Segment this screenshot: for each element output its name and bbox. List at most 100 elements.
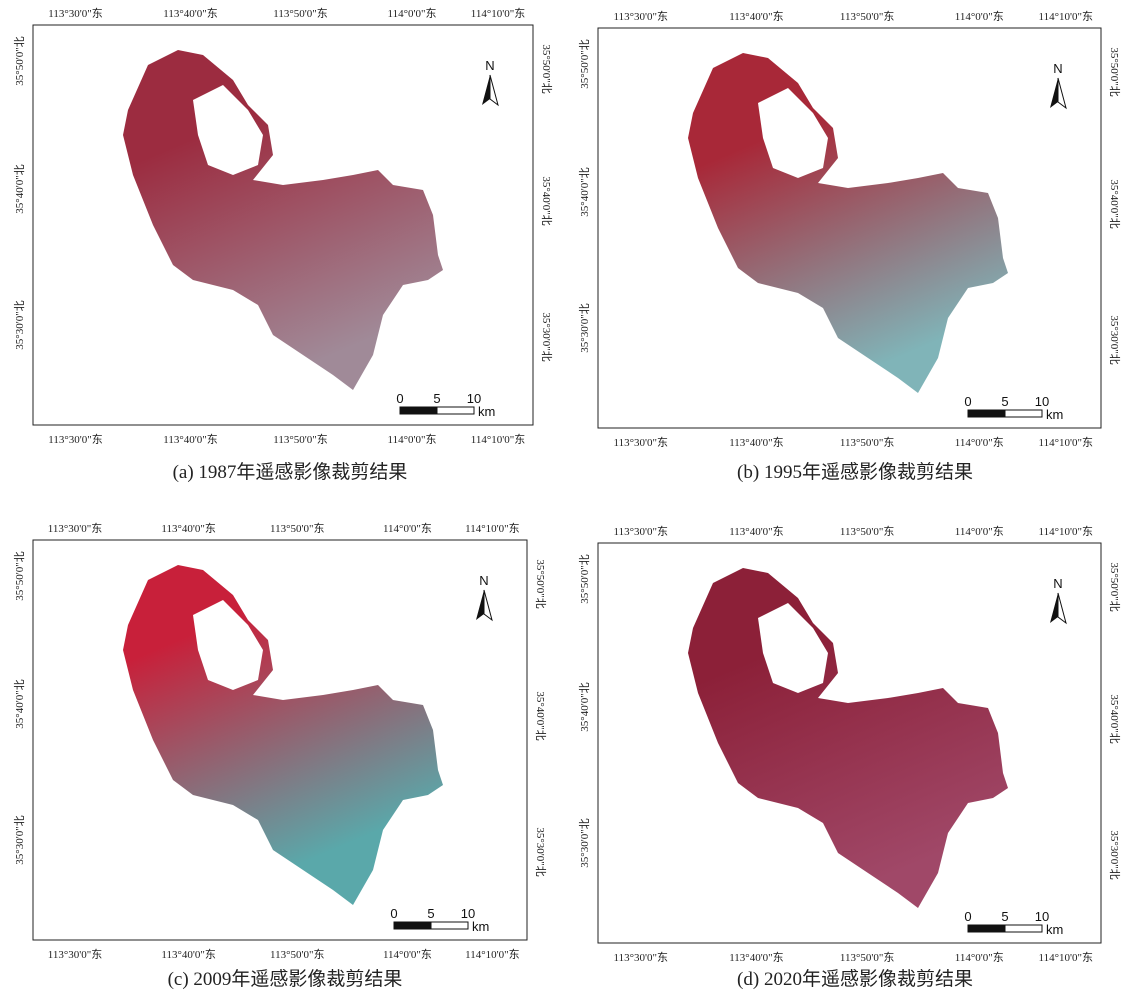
- north-label: N: [485, 58, 494, 73]
- water-body: [758, 88, 828, 178]
- north-arrow: [1050, 78, 1058, 108]
- top-coord-label: 114°0'0"东: [955, 525, 1004, 538]
- bottom-coord-label: 113°30'0"东: [614, 436, 668, 449]
- right-coord-label: 35°50'0"北: [1108, 47, 1121, 96]
- top-coord-label: 114°10'0"东: [465, 522, 519, 535]
- caption: (a) 1987年遥感影像裁剪结果: [173, 461, 408, 483]
- bottom-coord-label: 113°30'0"东: [48, 433, 102, 446]
- scale-unit: km: [1046, 922, 1063, 937]
- north-arrow: [1057, 592, 1067, 625]
- left-coord-label: 35°30'0"北: [13, 300, 26, 349]
- left-coord-label: 35°40'0"北: [578, 682, 591, 731]
- left-coord-label: 35°50'0"北: [13, 36, 26, 85]
- left-coord-label: 35°50'0"北: [578, 39, 591, 88]
- map-panel: 113°30'0"东 113°40'0"东 113°50'0"东 114°0'0"东 1…: [578, 525, 1121, 964]
- left-coord-label: 35°30'0"北: [578, 818, 591, 867]
- caption: (c) 2009年遥感影像裁剪结果: [168, 968, 403, 990]
- scale-label: 10: [1035, 394, 1049, 409]
- north-arrow: [1057, 77, 1067, 110]
- scale-label: 5: [427, 906, 434, 921]
- scale-label: 5: [1001, 394, 1008, 409]
- right-coord-label: 35°40'0"北: [1108, 694, 1121, 743]
- top-coord-label: 113°40'0"东: [729, 525, 783, 538]
- bottom-coord-label: 114°10'0"东: [471, 433, 525, 446]
- left-coord-label: 35°40'0"北: [13, 679, 26, 728]
- left-coord-label: 35°40'0"北: [13, 164, 26, 213]
- top-coord-label: 114°0'0"东: [388, 7, 437, 20]
- bottom-coord-label: 114°0'0"东: [955, 951, 1004, 964]
- scale-bar: [1004, 924, 1043, 933]
- study-area: [123, 565, 443, 905]
- north-arrow: [489, 74, 499, 107]
- top-coord-label: 113°50'0"东: [273, 7, 327, 20]
- map-panel: 113°30'0"东 113°40'0"东 113°50'0"东 114°0'0"东 1…: [13, 522, 547, 961]
- top-coord-label: 113°40'0"东: [729, 10, 783, 23]
- top-coord-label: 113°30'0"东: [48, 7, 102, 20]
- caption: (d) 2020年遥感影像裁剪结果: [737, 968, 973, 990]
- bottom-coord-label: 113°40'0"东: [163, 433, 217, 446]
- water-body: [193, 600, 263, 690]
- left-coord-label: 35°30'0"北: [13, 815, 26, 864]
- bottom-coord-label: 114°0'0"东: [388, 433, 437, 446]
- top-coord-label: 114°10'0"东: [1039, 10, 1093, 23]
- scale-label: 5: [433, 391, 440, 406]
- top-coord-label: 113°50'0"东: [270, 522, 324, 535]
- study-area: [688, 53, 1008, 393]
- north-arrow: [483, 589, 493, 622]
- map-frame: [597, 27, 1102, 429]
- right-coord-label: 35°40'0"北: [1108, 179, 1121, 228]
- right-coord-label: 35°30'0"北: [1108, 830, 1121, 879]
- bottom-coord-label: 113°40'0"东: [729, 436, 783, 449]
- caption: (b) 1995年遥感影像裁剪结果: [737, 461, 973, 483]
- map-panel: 113°30'0"东 113°40'0"东 113°50'0"东 114°0'0"东 1…: [13, 7, 553, 446]
- bottom-coord-label: 114°0'0"东: [383, 948, 432, 961]
- right-coord-label: 35°40'0"北: [540, 176, 553, 225]
- bottom-coord-label: 114°0'0"东: [955, 436, 1004, 449]
- north-arrow: [482, 75, 490, 105]
- bottom-coord-label: 114°10'0"东: [1039, 436, 1093, 449]
- bottom-coord-label: 113°50'0"东: [840, 436, 894, 449]
- right-coord-label: 35°30'0"北: [1108, 315, 1121, 364]
- top-coord-label: 114°0'0"东: [955, 10, 1004, 23]
- left-coord-label: 35°30'0"北: [578, 303, 591, 352]
- top-coord-label: 113°30'0"东: [48, 522, 102, 535]
- bottom-coord-label: 113°40'0"东: [729, 951, 783, 964]
- map-frame: [32, 539, 528, 941]
- north-arrow: [476, 590, 484, 620]
- scale-label: 10: [467, 391, 481, 406]
- right-coord-label: 35°50'0"北: [540, 44, 553, 93]
- map-frame: [597, 542, 1102, 944]
- water-body: [758, 603, 828, 693]
- top-coord-label: 113°40'0"东: [161, 522, 215, 535]
- scale-unit: km: [472, 919, 489, 934]
- scale-label: 0: [964, 909, 971, 924]
- study-area: [688, 568, 1008, 908]
- scale-unit: km: [1046, 407, 1063, 422]
- scale-bar: [430, 921, 469, 930]
- left-coord-label: 35°50'0"北: [13, 551, 26, 600]
- bottom-coord-label: 113°30'0"东: [48, 948, 102, 961]
- right-coord-label: 35°50'0"北: [1108, 562, 1121, 611]
- bottom-coord-label: 114°10'0"东: [1039, 951, 1093, 964]
- top-coord-label: 113°40'0"东: [163, 7, 217, 20]
- scale-bar: [967, 409, 1006, 418]
- top-coord-label: 114°0'0"东: [383, 522, 432, 535]
- top-coord-label: 113°30'0"东: [614, 525, 668, 538]
- scale-label: 0: [390, 906, 397, 921]
- bottom-coord-label: 113°30'0"东: [614, 951, 668, 964]
- bottom-coord-label: 113°50'0"东: [840, 951, 894, 964]
- left-coord-label: 35°50'0"北: [578, 554, 591, 603]
- right-coord-label: 35°50'0"北: [534, 559, 547, 608]
- scale-bar: [967, 924, 1006, 933]
- north-arrow: [1050, 593, 1058, 623]
- scale-bar: [1004, 409, 1043, 418]
- scale-label: 10: [461, 906, 475, 921]
- scale-label: 0: [964, 394, 971, 409]
- top-coord-label: 113°30'0"东: [614, 10, 668, 23]
- top-coord-label: 113°50'0"东: [840, 525, 894, 538]
- scale-label: 0: [396, 391, 403, 406]
- scale-bar: [399, 406, 438, 415]
- scale-label: 10: [1035, 909, 1049, 924]
